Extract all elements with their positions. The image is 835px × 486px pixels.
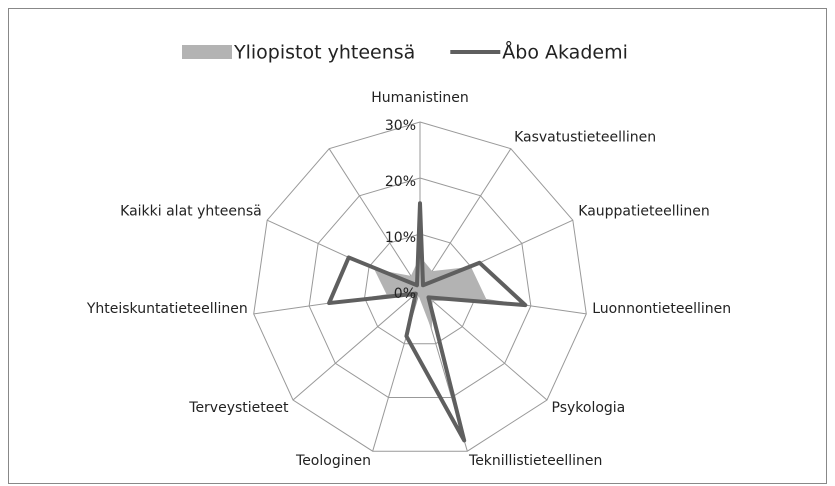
grid-ring: [364, 233, 476, 345]
spoke: [419, 148, 512, 291]
category-label: Teologinen: [295, 453, 371, 469]
tick-label: 30%: [385, 118, 416, 134]
category-label: Psykologia: [552, 400, 626, 416]
tick-label: 0%: [394, 286, 416, 302]
legend-label: Åbo Akademi: [502, 41, 628, 64]
category-label: Luonnontieteellinen: [592, 301, 731, 317]
tick-label: 10%: [385, 230, 416, 246]
series-area: [374, 256, 487, 331]
legend-label: Yliopistot yhteensä: [233, 42, 415, 64]
category-label: Yhteiskuntatieteellinen: [86, 301, 248, 317]
category-label: Teknillistieteellinen: [468, 453, 602, 469]
category-label: Kaikki alat yhteensä: [120, 204, 262, 220]
tick-label: 20%: [385, 174, 416, 190]
spoke: [328, 148, 421, 291]
grid-ring: [253, 121, 587, 452]
spoke: [419, 289, 548, 401]
grid-ring: [308, 177, 532, 398]
category-label: Terveystieteet: [188, 400, 289, 416]
category-label: Kauppatieteellinen: [578, 204, 709, 220]
category-label: Humanistinen: [371, 90, 468, 106]
series-line: [327, 201, 528, 443]
category-label: Kasvatustieteellinen: [514, 130, 656, 146]
spoke: [292, 289, 421, 401]
legend-swatch: [182, 45, 232, 59]
